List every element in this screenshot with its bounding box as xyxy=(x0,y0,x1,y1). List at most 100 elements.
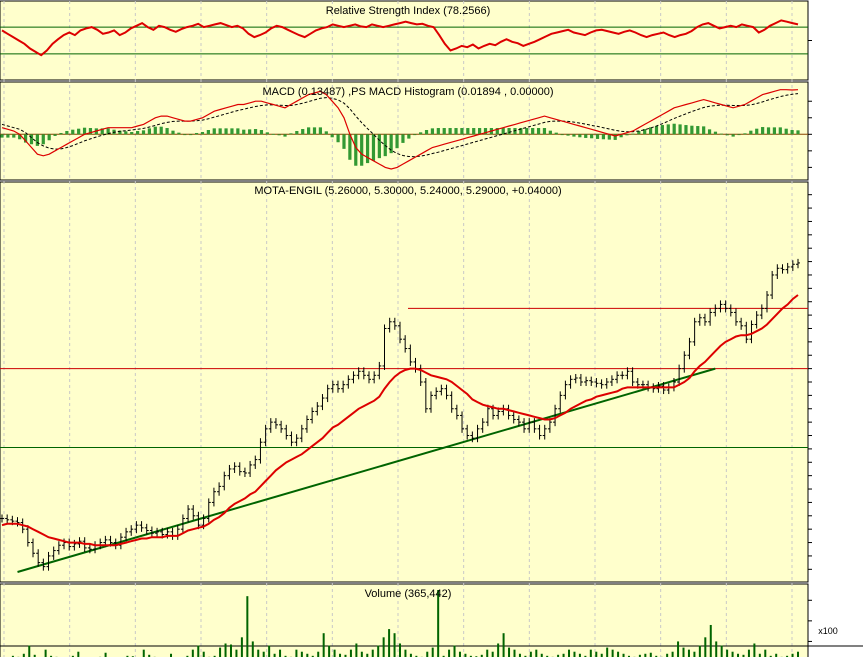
macd-histogram-bar xyxy=(584,134,587,138)
macd-histogram-bar xyxy=(295,131,298,134)
volume-bar xyxy=(612,650,614,657)
macd-histogram-bar xyxy=(625,134,628,135)
macd-histogram-bar xyxy=(124,131,127,134)
macd-histogram-bar xyxy=(201,132,204,134)
volume-bar xyxy=(355,643,357,657)
volume-bar xyxy=(693,652,695,657)
volume-bar xyxy=(753,643,755,657)
volume-bar xyxy=(595,652,597,657)
macd-histogram-bar xyxy=(425,130,428,134)
volume-bar xyxy=(617,652,619,657)
volume-bar xyxy=(203,652,205,657)
rsi-title: Relative Strength Index (78.2566) xyxy=(326,5,491,17)
volume-bar xyxy=(650,653,652,657)
panel-backgrounds xyxy=(0,1,808,657)
volume-bar xyxy=(530,652,532,657)
volume-unit-label: x100 xyxy=(818,626,838,636)
volume-bar xyxy=(573,652,575,657)
volume-bar xyxy=(235,650,237,657)
volume-bar xyxy=(279,650,281,657)
volume-bar xyxy=(590,650,592,657)
macd-histogram-bar xyxy=(307,127,310,134)
volume-bar xyxy=(426,652,428,657)
macd-histogram-bar xyxy=(449,128,452,134)
macd-histogram-bar xyxy=(219,128,222,134)
macd-histogram-bar xyxy=(714,132,717,135)
macd-histogram-bar xyxy=(248,129,251,134)
macd-histogram-bar xyxy=(466,128,469,134)
macd-histogram-bar xyxy=(130,132,133,134)
macd-histogram-bar xyxy=(678,124,681,134)
volume-bar xyxy=(328,646,330,657)
macd-histogram-bar xyxy=(224,128,227,134)
macd-histogram-bar xyxy=(796,130,799,134)
macd-histogram-bar xyxy=(289,133,292,134)
volume-bar xyxy=(606,648,608,657)
macd-histogram-bar xyxy=(720,134,723,135)
volume-bar xyxy=(503,633,505,657)
macd-histogram-bar xyxy=(230,128,233,134)
volume-bar xyxy=(230,645,232,657)
macd-histogram-bar xyxy=(525,128,528,134)
macd-histogram-bar xyxy=(555,133,558,135)
macd-histogram-bar xyxy=(148,128,151,134)
macd-histogram-bar xyxy=(171,131,174,135)
macd-histogram-bar xyxy=(690,126,693,135)
volume-bar xyxy=(192,650,194,657)
macd-histogram-bar xyxy=(390,134,393,153)
macd-histogram-bar xyxy=(437,128,440,134)
volume-bar xyxy=(404,650,406,657)
volume-bar xyxy=(497,643,499,657)
macd-histogram-bar xyxy=(83,128,86,135)
macd-histogram-bar xyxy=(708,129,711,134)
macd-histogram-bar xyxy=(42,134,45,144)
volume-bar xyxy=(388,629,390,657)
volume-bar xyxy=(105,653,107,657)
macd-histogram-bar xyxy=(696,126,699,134)
volume-bar xyxy=(77,652,79,657)
macd-histogram-bar xyxy=(537,128,540,134)
macd-histogram-bar xyxy=(431,128,434,134)
macd-histogram-bar xyxy=(65,131,68,134)
volume-bar xyxy=(699,646,701,657)
macd-histogram-bar xyxy=(737,134,740,135)
macd-histogram-bar xyxy=(313,127,316,134)
macd-histogram-bar xyxy=(30,134,33,144)
volume-bar xyxy=(683,648,685,657)
macd-histogram-bar xyxy=(136,131,139,134)
macd-histogram-bar xyxy=(572,134,575,136)
macd-histogram-bar xyxy=(36,134,39,146)
macd-histogram-bar xyxy=(578,134,581,137)
macd-histogram-bar xyxy=(278,134,281,135)
macd-histogram-bar xyxy=(6,134,9,137)
volume-bar xyxy=(492,652,494,657)
macd-histogram-bar xyxy=(761,127,764,134)
macd-histogram-bar xyxy=(596,134,599,139)
macd-histogram-bar xyxy=(702,126,705,134)
macd-histogram-bar xyxy=(566,134,569,135)
macd-histogram-bar xyxy=(378,134,381,158)
macd-histogram-bar xyxy=(779,127,782,134)
volume-bar xyxy=(568,650,570,657)
macd-histogram-bar xyxy=(749,131,752,135)
volume-bar xyxy=(361,652,363,657)
macd-histogram-bar xyxy=(743,133,746,134)
macd-histogram-bar xyxy=(767,127,770,134)
macd-histogram-bar xyxy=(673,124,676,135)
volume-bar xyxy=(219,648,221,657)
macd-histogram-bar xyxy=(12,134,15,137)
macd-histogram-bar xyxy=(602,134,605,139)
volume-bar xyxy=(377,646,379,657)
volume-bar xyxy=(459,652,461,657)
panel-price xyxy=(0,182,808,582)
macd-histogram-bar xyxy=(0,134,3,137)
macd-histogram-bar xyxy=(154,127,157,135)
macd-histogram-bar xyxy=(283,134,286,136)
volume-bar xyxy=(535,650,537,657)
macd-histogram-bar xyxy=(189,134,192,135)
volume-bar xyxy=(513,650,515,657)
volume-bar xyxy=(263,652,265,657)
volume-bar xyxy=(797,652,799,657)
macd-histogram-bar xyxy=(413,134,416,135)
